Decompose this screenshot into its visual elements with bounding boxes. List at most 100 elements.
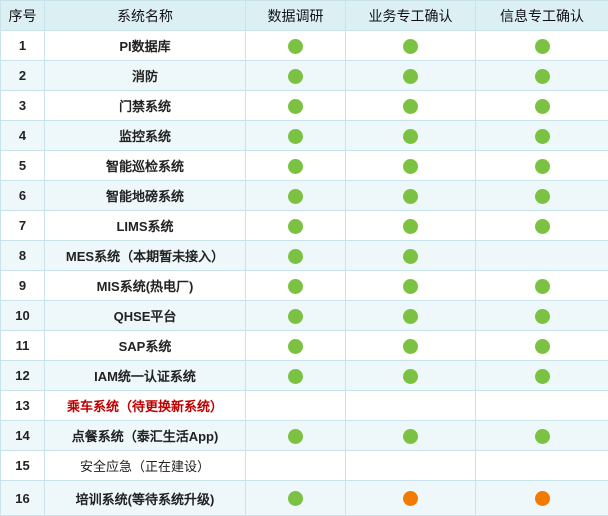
status-cell bbox=[475, 150, 608, 181]
status-cell bbox=[245, 390, 346, 421]
status-dot bbox=[288, 128, 303, 144]
table-row: 3 门禁系统 bbox=[0, 90, 608, 121]
status-dot bbox=[403, 428, 418, 444]
status-cell bbox=[475, 420, 608, 451]
status-cell bbox=[475, 270, 608, 301]
status-cell bbox=[345, 390, 476, 421]
status-dot bbox=[288, 248, 303, 264]
status-cell bbox=[245, 30, 346, 61]
status-dot bbox=[403, 338, 418, 354]
status-dot bbox=[534, 491, 550, 507]
status-dot bbox=[403, 188, 418, 204]
status-cell bbox=[245, 300, 346, 331]
status-dot bbox=[403, 368, 418, 384]
row-number: 16 bbox=[0, 480, 45, 516]
system-name: 智能巡检系统 bbox=[44, 150, 246, 181]
table-row: 5 智能巡检系统 bbox=[0, 150, 608, 181]
status-cell bbox=[245, 330, 346, 361]
system-name: 安全应急（正在建设） bbox=[44, 450, 246, 481]
status-dot bbox=[534, 68, 550, 84]
status-cell bbox=[345, 330, 476, 361]
row-number: 5 bbox=[0, 150, 45, 181]
status-cell bbox=[245, 480, 346, 516]
status-dot bbox=[534, 218, 550, 234]
row-number: 7 bbox=[0, 210, 45, 241]
table-row: 11 SAP系统 bbox=[0, 330, 608, 361]
status-cell bbox=[475, 480, 608, 516]
system-name: PI数据库 bbox=[44, 30, 246, 61]
status-cell bbox=[345, 120, 476, 151]
system-name: MIS系统(热电厂) bbox=[44, 270, 246, 301]
row-number: 8 bbox=[0, 240, 45, 271]
status-dot bbox=[288, 491, 303, 507]
system-name: 乘车系统（待更换新系统） bbox=[44, 390, 246, 421]
header-row: 序号 系统名称 数据调研 业务专工确认 信息专工确认 bbox=[0, 0, 608, 31]
row-number: 9 bbox=[0, 270, 45, 301]
table-row: 7 LIMS系统 bbox=[0, 210, 608, 241]
status-dot bbox=[403, 248, 418, 264]
status-cell bbox=[345, 270, 476, 301]
status-dot bbox=[288, 308, 303, 324]
status-dot bbox=[534, 278, 550, 294]
status-cell bbox=[475, 90, 608, 121]
table-row: 4 监控系统 bbox=[0, 120, 608, 151]
status-cell bbox=[245, 180, 346, 211]
row-number: 14 bbox=[0, 420, 45, 451]
status-cell bbox=[245, 150, 346, 181]
header-cell: 序号 bbox=[0, 0, 45, 31]
status-cell bbox=[345, 210, 476, 241]
status-cell bbox=[475, 120, 608, 151]
table-row: 6 智能地磅系统 bbox=[0, 180, 608, 211]
status-cell bbox=[345, 300, 476, 331]
row-number: 6 bbox=[0, 180, 45, 211]
row-number: 4 bbox=[0, 120, 45, 151]
row-number: 10 bbox=[0, 300, 45, 331]
row-number: 12 bbox=[0, 360, 45, 391]
status-dot bbox=[288, 158, 303, 174]
system-name: MES系统（本期暂未接入） bbox=[44, 240, 246, 271]
status-cell bbox=[245, 60, 346, 91]
status-dot bbox=[534, 308, 550, 324]
table-row: 13 乘车系统（待更换新系统） bbox=[0, 390, 608, 421]
status-dot bbox=[403, 158, 418, 174]
status-cell bbox=[345, 90, 476, 121]
system-name: 消防 bbox=[44, 60, 246, 91]
status-dot bbox=[288, 338, 303, 354]
status-dot bbox=[288, 38, 303, 54]
status-cell bbox=[345, 150, 476, 181]
status-dot bbox=[534, 428, 550, 444]
status-cell bbox=[245, 270, 346, 301]
status-dot bbox=[403, 278, 418, 294]
status-cell bbox=[345, 60, 476, 91]
row-number: 1 bbox=[0, 30, 45, 61]
status-cell bbox=[245, 420, 346, 451]
status-dot bbox=[403, 38, 418, 54]
table-row: 16 培训系统(等待系统升级) bbox=[0, 480, 608, 516]
system-name: 培训系统(等待系统升级) bbox=[44, 480, 246, 516]
table-row: 14 点餐系统（泰汇生活App) bbox=[0, 420, 608, 451]
status-cell bbox=[475, 60, 608, 91]
status-cell bbox=[345, 480, 476, 516]
status-cell bbox=[345, 360, 476, 391]
status-dot bbox=[534, 38, 550, 54]
table-row: 1 PI数据库 bbox=[0, 30, 608, 61]
table-body: 1 PI数据库 2 消防 3 门禁系统 4 监控系统 5 智能巡检系统 6 智能地磅系统 7 LIMS系统… bbox=[0, 30, 608, 516]
status-cell bbox=[345, 240, 476, 271]
system-name: QHSE平台 bbox=[44, 300, 246, 331]
status-dot bbox=[288, 98, 303, 114]
status-dot bbox=[534, 98, 550, 114]
system-name: 智能地磅系统 bbox=[44, 180, 246, 211]
status-cell bbox=[475, 300, 608, 331]
status-cell bbox=[475, 240, 608, 271]
system-name: 监控系统 bbox=[44, 120, 246, 151]
status-cell bbox=[475, 30, 608, 61]
table-row: 9 MIS系统(热电厂) bbox=[0, 270, 608, 301]
row-number: 11 bbox=[0, 330, 45, 361]
header-cell: 数据调研 bbox=[245, 0, 346, 31]
status-dot bbox=[403, 68, 418, 84]
row-number: 15 bbox=[0, 450, 45, 481]
status-dot bbox=[403, 128, 418, 144]
status-cell bbox=[475, 180, 608, 211]
status-dot bbox=[288, 188, 303, 204]
status-dot bbox=[534, 158, 550, 174]
